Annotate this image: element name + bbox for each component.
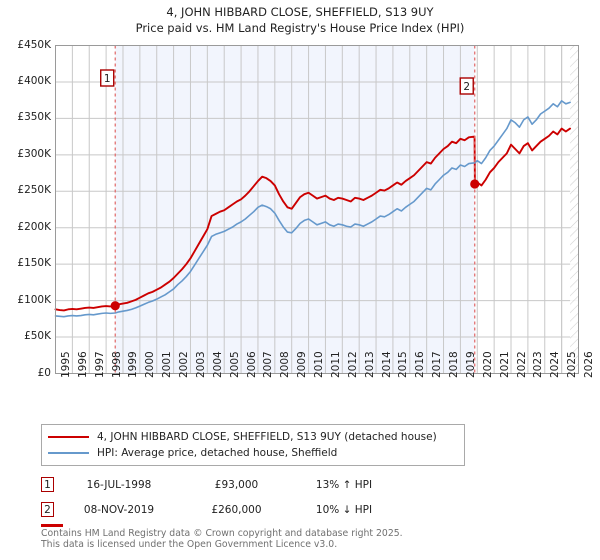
y-tick-label: £50K [24, 330, 51, 343]
x-tick-label: 2012 [346, 351, 359, 378]
footer-attribution: Contains HM Land Registry data © Crown c… [41, 528, 581, 550]
x-tick-label: 2010 [313, 351, 326, 378]
chart-svg: 12 [54, 45, 579, 374]
series-line-hpi [54, 100, 571, 318]
marker-dot-2 [470, 179, 480, 189]
y-tick-label: £100K [17, 293, 51, 306]
y-tick-label: £350K [17, 111, 51, 124]
transaction-price: £93,000 [214, 478, 259, 491]
x-tick-label: 2015 [397, 351, 410, 378]
y-tick-label: £200K [17, 220, 51, 233]
footer-line-2: This data is licensed under the Open Gov… [41, 539, 338, 550]
transaction-index-badge: 1 [41, 477, 54, 492]
transaction-hpi-delta: 10% ↓ HPI [315, 503, 373, 516]
x-tick-label: 2016 [414, 351, 427, 378]
legend-item: 4, JOHN HIBBARD CLOSE, SHEFFIELD, S13 9U… [48, 429, 458, 445]
legend-label: 4, JOHN HIBBARD CLOSE, SHEFFIELD, S13 9U… [97, 431, 437, 443]
x-tick-label: 2020 [481, 351, 494, 378]
x-tick-label: 2023 [532, 351, 545, 378]
transaction-index-badge: 2 [41, 502, 54, 517]
x-tick-label: 1995 [60, 351, 72, 378]
legend-label: HPI: Average price, detached house, Shef… [97, 447, 338, 459]
page-title: 4, JOHN HIBBARD CLOSE, SHEFFIELD, S13 9U… [0, 4, 600, 36]
x-tick-label: 2008 [279, 351, 292, 378]
footer-line-1: Contains HM Land Registry data © Crown c… [41, 528, 403, 539]
transaction-price: £260,000 [211, 503, 262, 516]
x-tick-label: 2024 [549, 351, 562, 378]
y-tick-label: £300K [17, 147, 51, 160]
y-tick-label: £250K [17, 184, 51, 197]
transaction-date: 16-JUL-1998 [86, 478, 152, 491]
x-tick-label: 2005 [228, 351, 241, 378]
y-tick-label: £150K [17, 257, 51, 270]
plot-marker-badge-1 [100, 69, 115, 87]
x-tick-label: 2025 [566, 351, 579, 378]
legend-color-swatch [48, 452, 89, 454]
x-tick-label: 1996 [76, 351, 89, 378]
legend-color-swatch [48, 436, 89, 438]
x-tick-label: 2001 [161, 351, 174, 378]
x-tick-label: 2022 [515, 351, 528, 378]
transaction-date: 08-NOV-2019 [83, 503, 155, 516]
x-tick-label: 2026 [583, 351, 595, 378]
y-tick-label: £450K [17, 38, 51, 51]
x-tick-label: 2018 [448, 351, 461, 378]
footer-rule [41, 524, 63, 527]
x-tick-label: 1997 [93, 351, 106, 378]
legend-item: HPI: Average price, detached house, Shef… [48, 445, 458, 461]
title-subtitle: Price paid vs. HM Land Registry's House … [135, 21, 465, 35]
x-tick-label: 2021 [498, 351, 511, 378]
x-tick-label: 2004 [211, 351, 224, 378]
x-tick-label: 2014 [380, 351, 393, 378]
x-axis-labels: 1995 1996 1997 1998 1999 2000 2001 2002 2003 2004… [0, 351, 600, 420]
x-tick-label: 2017 [431, 351, 444, 378]
x-tick-label: 2019 [464, 351, 477, 378]
svg-text:1: 1 [104, 73, 111, 85]
transactions-table: 1 16-JUL-1998 £93,000 13% ↑ HPI 2 08-NOV-2019… [41, 472, 511, 522]
transaction-row: 2 08-NOV-2019 £260,000 10% ↓ HPI [41, 497, 511, 522]
x-tick-label: 2000 [144, 351, 157, 378]
x-tick-label: 1998 [110, 351, 123, 378]
x-tick-label: 2009 [296, 351, 309, 378]
chart-legend: 4, JOHN HIBBARD CLOSE, SHEFFIELD, S13 9U… [41, 424, 465, 466]
x-tick-label: 2011 [329, 351, 342, 378]
y-axis-labels: £0 £50K £100K £150K £200K £250K £300K £350K £400… [0, 0, 51, 380]
x-tick-label: 2006 [245, 351, 258, 378]
y-tick-label: £400K [17, 74, 51, 87]
x-tick-label: 2002 [178, 351, 191, 378]
x-tick-label: 2013 [363, 351, 376, 378]
plot-marker-badge-2 [459, 77, 474, 95]
transaction-hpi-delta: 13% ↑ HPI [315, 478, 373, 491]
svg-text:2: 2 [463, 81, 470, 93]
x-tick-label: 2007 [262, 351, 275, 378]
x-tick-label: 2003 [194, 351, 207, 378]
transaction-row: 1 16-JUL-1998 £93,000 13% ↑ HPI [41, 472, 511, 497]
series-line-price-paid [54, 127, 572, 312]
title-address: 4, JOHN HIBBARD CLOSE, SHEFFIELD, S13 9U… [166, 5, 434, 19]
x-tick-label: 1999 [127, 351, 140, 378]
marker-dot-1 [110, 301, 120, 311]
y-tick-label: £0 [37, 366, 51, 379]
